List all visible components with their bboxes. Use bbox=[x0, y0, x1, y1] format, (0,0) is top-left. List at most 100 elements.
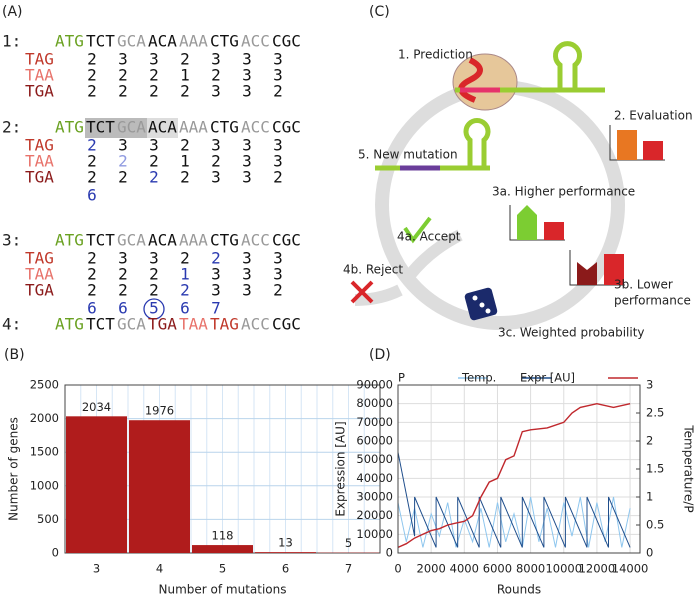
distance-value: 3 bbox=[211, 50, 221, 69]
distance-value: 2 bbox=[149, 265, 159, 284]
codon: GCA bbox=[117, 118, 146, 137]
new-hairpin bbox=[463, 118, 491, 168]
sum-value: 6 bbox=[180, 299, 190, 318]
distance-value: 3 bbox=[149, 50, 159, 69]
lower-bar bbox=[604, 254, 624, 285]
distance-value: 2 bbox=[180, 50, 190, 69]
distance-value: 2 bbox=[149, 82, 159, 101]
y-axis-label: Expression [AU] bbox=[334, 421, 348, 516]
y2-tick-label: 0 bbox=[646, 546, 653, 560]
distance-value: 2 bbox=[180, 136, 190, 155]
distance-value: 3 bbox=[211, 136, 221, 155]
distance-value: 2 bbox=[87, 281, 97, 300]
stop-codon-label: TGA bbox=[25, 82, 54, 101]
distance-value: 2 bbox=[211, 66, 221, 85]
stop-codon-label: TGA bbox=[25, 281, 54, 300]
distance-value: 2 bbox=[149, 281, 159, 300]
codon: CGC bbox=[272, 231, 301, 250]
codon: ACA bbox=[148, 231, 177, 250]
accept-branch bbox=[405, 229, 463, 279]
distance-value: 2 bbox=[118, 82, 128, 101]
cycle-diagram bbox=[350, 41, 665, 330]
codon: ATG bbox=[55, 32, 84, 51]
codon: ACA bbox=[148, 32, 177, 51]
step-label: performance bbox=[614, 294, 691, 308]
codon: CTG bbox=[210, 32, 239, 51]
plot-frame bbox=[397, 384, 641, 554]
y-tick-label: 40000 bbox=[356, 471, 393, 485]
y2-tick-label: 3 bbox=[646, 378, 653, 392]
bar bbox=[129, 420, 190, 553]
step-label: 2. Evaluation bbox=[614, 109, 693, 123]
sum-value: 7 bbox=[211, 299, 221, 318]
x-axis-label: Rounds bbox=[497, 583, 541, 597]
y2-axis-label: Temperature/P bbox=[682, 424, 696, 512]
codon: ACC bbox=[241, 32, 270, 51]
step-label: 5. New mutation bbox=[358, 148, 458, 162]
codon: CGC bbox=[272, 118, 301, 137]
trna bbox=[458, 57, 483, 103]
x-tick-label: 4000 bbox=[450, 562, 479, 576]
y-tick-label: 10000 bbox=[356, 527, 393, 541]
sum-value: 6 bbox=[87, 299, 97, 318]
stop-codon-label: TAG bbox=[25, 136, 54, 155]
distance-value: 2 bbox=[149, 168, 159, 187]
distance-value: 3 bbox=[242, 265, 252, 284]
y2-tick-label: 2 bbox=[646, 434, 653, 448]
codon: TAA bbox=[179, 315, 208, 334]
distance-value: 2 bbox=[118, 66, 128, 85]
x-tick-label: 6 bbox=[282, 562, 289, 576]
codon: CTG bbox=[210, 118, 239, 137]
value-label: 5 bbox=[345, 536, 352, 550]
distance-value: 3 bbox=[149, 249, 159, 268]
codon: ACC bbox=[241, 315, 270, 334]
series-line bbox=[397, 402, 631, 549]
bar bbox=[255, 552, 316, 553]
step-label: 4b. Reject bbox=[343, 263, 403, 277]
distance-value: 3 bbox=[273, 249, 283, 268]
x-axis-label: Number of mutations bbox=[159, 583, 287, 597]
y-tick-label: 2500 bbox=[30, 378, 59, 392]
codon: AAA bbox=[179, 32, 208, 51]
step-number: 1: bbox=[2, 32, 21, 51]
step-number: 3: bbox=[2, 231, 21, 250]
panel-label: (A) bbox=[2, 4, 23, 20]
y-tick-label: 70000 bbox=[356, 415, 393, 429]
reject-branch bbox=[354, 284, 403, 306]
distance-value: 3 bbox=[242, 281, 252, 300]
distance-value: 2 bbox=[180, 249, 190, 268]
codon: GCA bbox=[117, 32, 146, 51]
x-tick-label: 8000 bbox=[516, 562, 545, 576]
dice-pip bbox=[485, 308, 491, 314]
y-axis-label: Number of genes bbox=[7, 417, 21, 521]
dice-pip bbox=[472, 295, 478, 301]
codon: GCA bbox=[117, 315, 146, 334]
distance-value: 2 bbox=[118, 281, 128, 300]
codon: TGA bbox=[148, 315, 177, 334]
codon: TCT bbox=[86, 231, 115, 250]
distance-value: 3 bbox=[211, 265, 221, 284]
distance-value: 3 bbox=[242, 136, 252, 155]
step-label: 1. Prediction bbox=[398, 48, 473, 62]
codon: CTG bbox=[210, 231, 239, 250]
distance-value: 1 bbox=[180, 66, 190, 85]
step-number: 4: bbox=[2, 315, 21, 334]
distance-value: 3 bbox=[118, 249, 128, 268]
codon: TCT bbox=[86, 32, 115, 51]
step-label: 3a. Higher performance bbox=[492, 185, 635, 199]
distance-value: 2 bbox=[118, 168, 128, 187]
legend-label: Temp. bbox=[461, 371, 496, 385]
codon: ATG bbox=[55, 231, 84, 250]
bar bbox=[192, 545, 253, 553]
x-tick-label: 7 bbox=[345, 562, 352, 576]
x-tick-label: 10000 bbox=[545, 562, 582, 576]
codon: TAG bbox=[210, 315, 239, 334]
x-tick-label: 3 bbox=[93, 562, 100, 576]
bar bbox=[66, 416, 127, 553]
y-tick-label: 1500 bbox=[30, 445, 59, 459]
step-label: 3b. Lower bbox=[614, 278, 673, 292]
higher-bar bbox=[544, 222, 564, 240]
distance-value: 3 bbox=[242, 50, 252, 69]
value-label: 2034 bbox=[82, 400, 111, 414]
